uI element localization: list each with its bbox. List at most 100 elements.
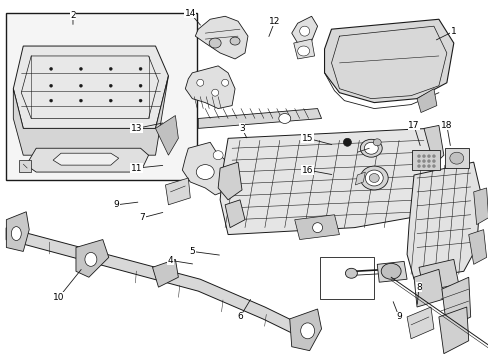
Ellipse shape [139, 99, 142, 102]
Text: 4: 4 [167, 256, 173, 265]
Ellipse shape [85, 252, 97, 266]
Ellipse shape [422, 165, 425, 168]
Ellipse shape [431, 159, 434, 163]
Text: 9: 9 [114, 200, 120, 209]
Text: 14: 14 [184, 9, 196, 18]
Bar [444, 148, 468, 168]
Ellipse shape [345, 268, 357, 278]
Ellipse shape [297, 46, 309, 56]
Ellipse shape [343, 138, 351, 146]
Ellipse shape [422, 155, 425, 158]
Polygon shape [224, 200, 244, 228]
Ellipse shape [209, 38, 221, 48]
Text: 9: 9 [395, 312, 401, 321]
Text: 2: 2 [70, 11, 76, 20]
Ellipse shape [79, 67, 82, 70]
Bar [319, 257, 373, 299]
Ellipse shape [417, 155, 420, 158]
Polygon shape [324, 19, 453, 103]
Ellipse shape [300, 323, 314, 339]
Ellipse shape [49, 67, 53, 70]
Ellipse shape [49, 99, 53, 102]
Bar [411, 150, 439, 170]
Ellipse shape [431, 165, 434, 168]
Text: 15: 15 [301, 134, 313, 143]
Text: 6: 6 [237, 312, 243, 321]
Text: 17: 17 [407, 121, 419, 130]
Text: 18: 18 [440, 121, 452, 130]
Polygon shape [198, 109, 321, 129]
Polygon shape [376, 261, 406, 282]
Ellipse shape [427, 165, 429, 168]
Polygon shape [13, 46, 168, 129]
Ellipse shape [196, 79, 203, 86]
Ellipse shape [417, 159, 420, 163]
Text: 12: 12 [268, 17, 280, 26]
Polygon shape [418, 260, 458, 291]
Ellipse shape [213, 151, 223, 159]
Ellipse shape [79, 99, 82, 102]
Ellipse shape [360, 139, 382, 157]
Polygon shape [6, 212, 29, 251]
Polygon shape [416, 89, 436, 113]
Ellipse shape [49, 84, 53, 87]
Polygon shape [195, 16, 247, 59]
Polygon shape [152, 260, 178, 287]
Ellipse shape [368, 174, 379, 183]
Polygon shape [26, 148, 148, 172]
Polygon shape [355, 172, 365, 185]
Polygon shape [165, 178, 190, 205]
Ellipse shape [278, 113, 290, 123]
Bar [6, 13, 197, 180]
Ellipse shape [360, 166, 387, 190]
Polygon shape [438, 307, 468, 354]
Ellipse shape [196, 165, 214, 180]
Polygon shape [218, 162, 242, 200]
Polygon shape [294, 215, 339, 239]
Polygon shape [220, 129, 433, 235]
Polygon shape [19, 160, 31, 172]
Text: 1: 1 [450, 27, 456, 36]
Ellipse shape [109, 99, 112, 102]
Text: 13: 13 [131, 124, 142, 133]
Polygon shape [420, 178, 440, 215]
Text: 7: 7 [140, 213, 145, 222]
Polygon shape [406, 162, 480, 279]
Polygon shape [441, 277, 470, 329]
Ellipse shape [230, 37, 240, 45]
Ellipse shape [431, 155, 434, 158]
Text: 5: 5 [189, 247, 195, 256]
Text: 8: 8 [415, 283, 421, 292]
Ellipse shape [211, 89, 218, 96]
Ellipse shape [427, 159, 429, 163]
Text: 11: 11 [131, 163, 142, 172]
Text: 3: 3 [239, 124, 244, 133]
Ellipse shape [299, 26, 309, 36]
Polygon shape [185, 66, 235, 109]
Polygon shape [289, 309, 321, 351]
Ellipse shape [449, 152, 463, 164]
Text: 16: 16 [301, 166, 313, 175]
Ellipse shape [422, 159, 425, 163]
Ellipse shape [139, 84, 142, 87]
Ellipse shape [364, 142, 377, 154]
Ellipse shape [139, 67, 142, 70]
Ellipse shape [221, 79, 228, 86]
Polygon shape [6, 228, 309, 341]
Ellipse shape [427, 155, 429, 158]
Text: 10: 10 [53, 293, 65, 302]
Polygon shape [155, 116, 178, 155]
Ellipse shape [109, 67, 112, 70]
Polygon shape [182, 142, 230, 195]
Polygon shape [468, 230, 486, 264]
Polygon shape [291, 16, 317, 43]
Ellipse shape [372, 139, 381, 146]
Polygon shape [423, 125, 443, 165]
Polygon shape [76, 239, 108, 277]
Polygon shape [406, 307, 433, 339]
Polygon shape [13, 76, 168, 155]
Polygon shape [473, 188, 488, 225]
Ellipse shape [109, 84, 112, 87]
Ellipse shape [381, 264, 400, 279]
Polygon shape [413, 269, 443, 307]
